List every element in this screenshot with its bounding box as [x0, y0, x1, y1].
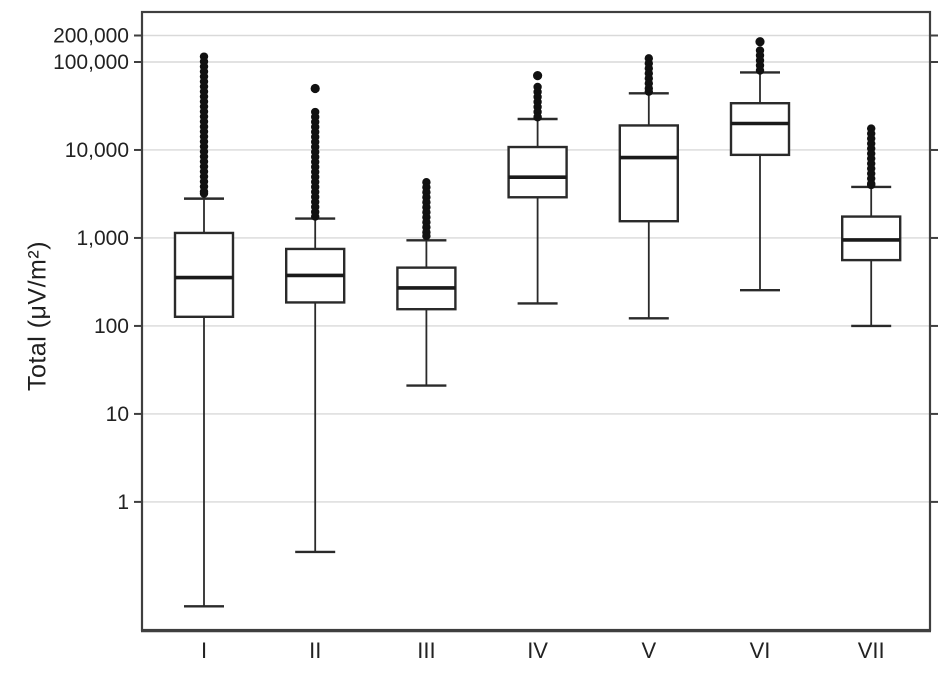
iqr-box	[729, 102, 791, 157]
outlier-dot	[755, 66, 765, 75]
iqr-box	[507, 145, 568, 199]
iqr-box	[173, 231, 235, 319]
y-tick-label: 10,000	[65, 139, 129, 162]
outlier-dot	[422, 231, 431, 241]
y-tick-label: 100	[94, 315, 129, 338]
iqr-box	[618, 124, 679, 223]
x-category-label: VII	[858, 638, 885, 663]
outlier-dot	[755, 37, 765, 47]
y-tick-label: 10	[106, 403, 129, 426]
outlier-dot	[199, 189, 209, 198]
outlier-dot	[867, 180, 876, 190]
x-category-label: I	[201, 638, 207, 663]
outlier-dot	[644, 87, 653, 96]
x-category-label: VI	[750, 638, 771, 663]
outlier-dot	[533, 113, 542, 122]
outlier-dot	[533, 71, 543, 81]
outlier-dot	[310, 83, 320, 94]
y-tick-label: 200,000	[53, 25, 129, 48]
y-axis-title: Total (μV/m²)	[23, 240, 52, 392]
x-category-label: III	[417, 638, 435, 663]
y-tick-label: 1,000	[76, 227, 129, 250]
outlier-dot	[311, 212, 320, 221]
x-category-label: IV	[527, 638, 548, 663]
x-category-label: II	[309, 638, 321, 663]
x-category-label: V	[641, 638, 656, 663]
y-tick-label: 100,000	[53, 51, 129, 74]
y-tick-label: 1	[117, 491, 129, 514]
